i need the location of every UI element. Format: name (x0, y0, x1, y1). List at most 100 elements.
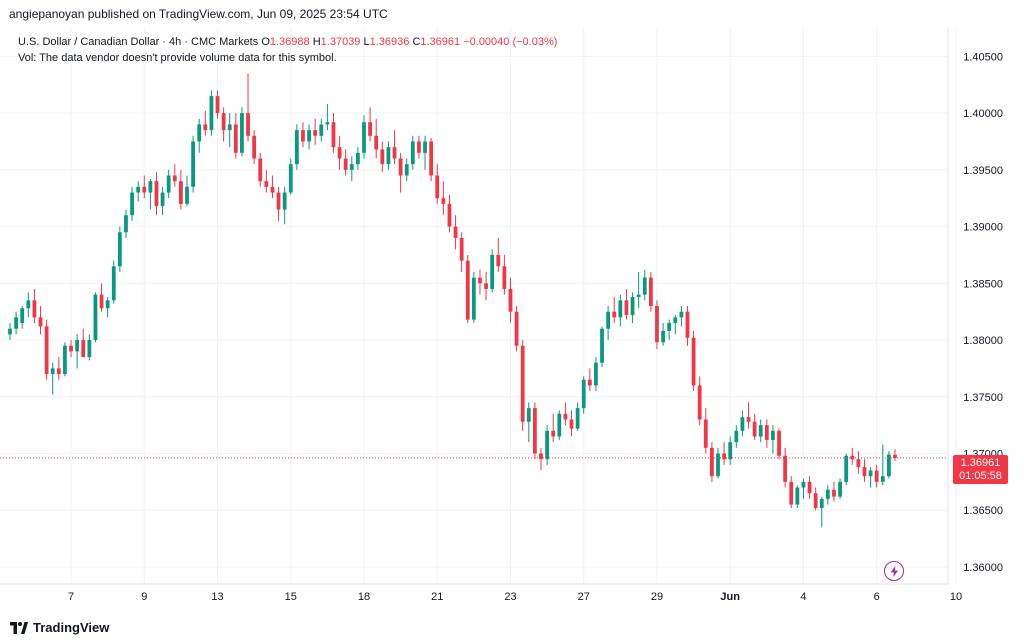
candle-body (728, 442, 733, 460)
candle-body (26, 300, 31, 309)
y-tick-label: 1.40000 (963, 108, 1003, 120)
candle-body (514, 311, 519, 346)
candle-body (50, 368, 55, 375)
candle-body (38, 317, 43, 327)
footer: TradingView (0, 612, 1024, 642)
candle-body (75, 340, 80, 352)
tradingview-logo-icon (10, 621, 28, 634)
candle-body (471, 277, 476, 320)
candle-body (746, 417, 751, 422)
candle-body (246, 113, 250, 136)
candle-body (697, 385, 702, 420)
candle-body (758, 425, 763, 437)
candle-body (734, 430, 739, 443)
candle-body (319, 124, 324, 136)
x-tick-label: 27 (578, 591, 590, 603)
candle-body (368, 122, 372, 136)
candle-body (209, 96, 214, 131)
candle-body (825, 489, 830, 499)
candle-body (441, 198, 446, 204)
candle-body (691, 337, 696, 386)
candle-body (166, 175, 171, 193)
x-tick-label: 18 (358, 591, 370, 603)
candle-body (282, 192, 287, 210)
candle-body (533, 408, 537, 454)
candle-body (722, 453, 726, 460)
y-tick-label: 1.38000 (963, 335, 1003, 347)
candle-body (14, 317, 18, 329)
volume-note: Vol: The data vendor doesn't provide vol… (18, 52, 337, 64)
candle-body (777, 430, 781, 456)
candle-body (20, 308, 25, 324)
candle-body (880, 476, 885, 482)
x-tick-label: 21 (431, 591, 443, 603)
candle-body (307, 130, 311, 142)
candle-body (380, 149, 385, 165)
candle-body (539, 453, 543, 460)
candle-body (624, 300, 629, 316)
candle-body (313, 130, 318, 136)
last-price-value: 1.36961 (960, 457, 1001, 469)
candle-body (362, 122, 366, 153)
candle-body (569, 419, 574, 429)
candle-body (130, 192, 134, 216)
candle-body (490, 254, 495, 289)
candle-body (172, 175, 177, 182)
candle-body (685, 311, 690, 338)
symbol-description[interactable]: U.S. Dollar / Canadian Dollar · 4h · CMC… (18, 36, 259, 48)
candle-body (447, 203, 452, 227)
candle-body (233, 124, 238, 153)
candle-body (429, 141, 434, 176)
candle-body (655, 306, 659, 343)
candle-body (191, 141, 195, 187)
candle-body (526, 408, 531, 422)
candle-body (789, 481, 794, 505)
candle-body (496, 254, 501, 267)
low-label: L (363, 36, 370, 48)
candle-body (642, 277, 647, 295)
last-price-tag: 1.36961 01:05:58 (953, 455, 1008, 484)
candle-body (154, 181, 159, 207)
x-tick-label: Jun (720, 591, 740, 603)
candle-body (111, 266, 116, 301)
candle-body (136, 186, 141, 193)
lightning-bolt-icon[interactable] (884, 561, 904, 581)
candle-body (764, 425, 769, 440)
tradingview-logo[interactable]: TradingView (10, 620, 109, 635)
candlestick-chart[interactable]: 1.40500 1.40000 1.39500 1.39000 1.38500 1.380… (0, 28, 1024, 612)
candle-body (520, 345, 525, 422)
y-tick-label: 1.39500 (963, 165, 1003, 177)
candle-body (844, 455, 849, 482)
candle-body (636, 294, 641, 297)
candle-body (874, 470, 879, 482)
candle-body (502, 266, 507, 289)
bar-countdown: 01:05:58 (959, 470, 1002, 482)
y-tick-label: 1.39000 (963, 222, 1003, 234)
candle-body (673, 317, 678, 324)
candle-body (508, 288, 513, 312)
open-value: 1.36988 (269, 36, 310, 48)
low-value: 1.36936 (369, 36, 410, 48)
candle-body (795, 487, 800, 505)
candle-body (417, 141, 421, 153)
candle-body (270, 186, 275, 193)
candle-body (325, 122, 330, 125)
candle-body (81, 340, 86, 358)
candle-body (215, 96, 220, 114)
candle-body (410, 141, 415, 165)
open-label: O (261, 36, 270, 48)
candle-body (197, 124, 202, 142)
y-tick-label: 1.36500 (963, 505, 1003, 517)
x-tick-label: 15 (285, 591, 297, 603)
candle-body (240, 113, 244, 153)
candle-body (44, 326, 49, 375)
y-tick-label: 1.40500 (963, 51, 1003, 63)
y-tick-label: 1.37500 (963, 392, 1003, 404)
candle-body (710, 447, 714, 477)
candle-body (648, 277, 653, 306)
candle-body (545, 430, 549, 460)
candle-body (56, 368, 61, 375)
candle-body (93, 294, 98, 341)
candle-body (99, 294, 104, 309)
candle-body (288, 164, 293, 193)
